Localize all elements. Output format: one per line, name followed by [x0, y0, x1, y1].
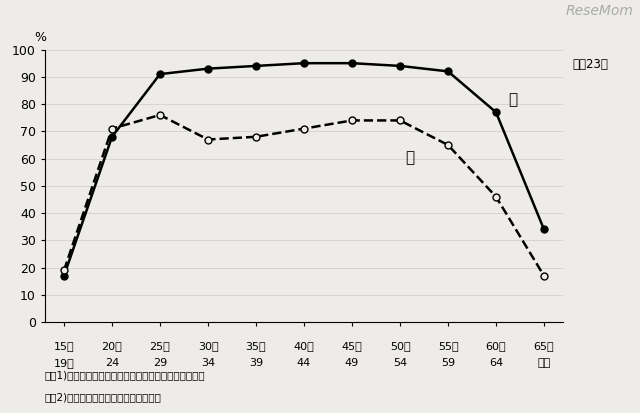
- Text: 39: 39: [249, 358, 263, 368]
- Text: 65歳: 65歳: [534, 341, 554, 351]
- Text: %: %: [34, 31, 46, 44]
- Text: 注：1)岩手県、宮城県及び福峳県を除いたものである。: 注：1)岩手県、宮城県及び福峳県を除いたものである。: [45, 370, 205, 380]
- Text: 54: 54: [393, 358, 407, 368]
- Text: 49: 49: [345, 358, 359, 368]
- Text: 20〜: 20〜: [102, 341, 122, 351]
- Text: 男: 男: [508, 92, 517, 107]
- Text: 60〜: 60〜: [486, 341, 506, 351]
- Text: 40〜: 40〜: [294, 341, 314, 351]
- Text: 50〜: 50〜: [390, 341, 410, 351]
- Text: 25〜: 25〜: [150, 341, 170, 351]
- Text: 34: 34: [201, 358, 215, 368]
- Text: 15〜: 15〜: [54, 341, 74, 351]
- Text: ReseMom: ReseMom: [566, 4, 634, 18]
- Text: 平成23年: 平成23年: [573, 58, 609, 71]
- Text: 女: 女: [405, 150, 414, 166]
- Text: 2)「仕事の有無不詳」を含まない。: 2)「仕事の有無不詳」を含まない。: [45, 393, 162, 403]
- Text: 55〜: 55〜: [438, 341, 458, 351]
- Text: 19歳: 19歳: [54, 358, 74, 368]
- Text: 59: 59: [441, 358, 455, 368]
- Text: 45〜: 45〜: [342, 341, 362, 351]
- Text: 24: 24: [105, 358, 119, 368]
- Text: 35〜: 35〜: [246, 341, 266, 351]
- Text: 44: 44: [297, 358, 311, 368]
- Text: 64: 64: [489, 358, 503, 368]
- Text: 29: 29: [153, 358, 167, 368]
- Text: 以上: 以上: [538, 358, 550, 368]
- Text: 30〜: 30〜: [198, 341, 218, 351]
